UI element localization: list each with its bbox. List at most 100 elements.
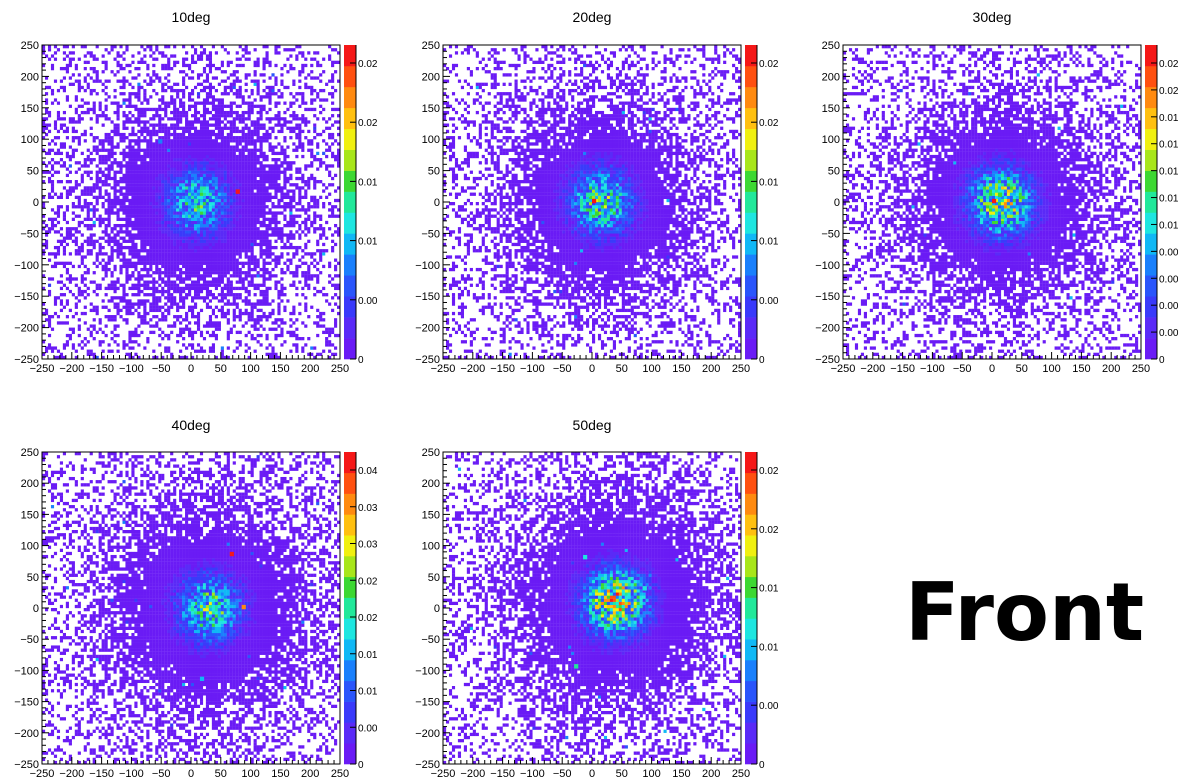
heatmap-cell xyxy=(319,255,323,259)
heatmap-cell xyxy=(211,186,215,190)
heatmap-cell xyxy=(176,92,180,96)
heatmap-cell xyxy=(253,321,257,325)
heatmap-cell xyxy=(259,208,263,212)
heatmap-cell xyxy=(247,132,251,137)
heatmap-cell xyxy=(137,88,141,93)
heatmap-cell xyxy=(92,245,96,250)
heatmap-cell xyxy=(155,45,159,49)
heatmap-cell xyxy=(62,214,66,218)
heatmap-cell xyxy=(140,258,144,262)
heatmap-cell xyxy=(241,205,245,209)
heatmap-cell xyxy=(80,205,84,209)
heatmap-cell xyxy=(283,173,287,178)
heatmap-cell xyxy=(98,107,102,112)
heatmap-cell xyxy=(271,202,275,206)
heatmap-cell xyxy=(286,245,290,250)
heatmap-cell xyxy=(208,264,213,269)
heatmap-cell xyxy=(164,123,168,127)
heatmap-cell xyxy=(262,73,266,77)
heatmap-cell xyxy=(65,63,69,68)
heatmap-cell xyxy=(176,267,180,272)
heatmap-cell xyxy=(199,261,204,265)
heatmap-cell xyxy=(158,170,162,174)
heatmap-cell xyxy=(241,132,245,137)
heatmap-cell xyxy=(277,110,281,115)
heatmap-cell xyxy=(202,164,207,168)
heatmap-cell xyxy=(176,261,180,265)
heatmap-cell xyxy=(244,45,248,49)
heatmap-cell xyxy=(244,271,248,275)
heatmap-cell xyxy=(176,167,180,171)
heatmap-cell xyxy=(179,321,183,325)
heatmap-cell xyxy=(179,164,183,168)
heatmap-cell xyxy=(122,236,126,240)
heatmap-cell xyxy=(193,258,198,262)
heatmap-cell xyxy=(161,202,165,206)
heatmap-cell xyxy=(74,180,78,184)
heatmap-cell xyxy=(235,129,239,134)
heatmap-cell xyxy=(205,267,210,272)
heatmap-cell xyxy=(247,136,251,140)
heatmap-cell xyxy=(316,205,320,209)
heatmap-cell xyxy=(101,202,105,206)
heatmap-cell xyxy=(220,217,224,221)
heatmap-cell xyxy=(44,54,49,58)
heatmap-cell xyxy=(202,230,207,234)
heatmap-cell xyxy=(122,211,126,215)
heatmap-cell xyxy=(253,186,257,190)
heatmap-cell xyxy=(220,120,224,124)
heatmap-cell xyxy=(137,136,141,140)
heatmap-cell xyxy=(176,230,180,234)
heatmap-cell xyxy=(71,327,75,331)
heatmap-cell xyxy=(241,195,245,200)
heatmap-cell xyxy=(196,145,201,149)
heatmap-cell xyxy=(277,318,281,322)
heatmap-cell xyxy=(188,104,192,108)
heatmap-cell xyxy=(62,252,66,256)
heatmap-cell xyxy=(262,230,266,234)
heatmap-cell xyxy=(244,277,248,281)
heatmap-cell xyxy=(217,66,221,71)
heatmap-cell xyxy=(68,333,72,338)
heatmap-cell xyxy=(241,245,245,250)
heatmap-cell xyxy=(125,318,129,322)
heatmap-cell xyxy=(280,117,284,121)
heatmap-cell xyxy=(185,63,189,68)
heatmap-cell xyxy=(170,139,174,143)
heatmap-cell xyxy=(274,189,278,193)
heatmap-cell xyxy=(265,337,269,341)
heatmap-cell xyxy=(131,261,135,265)
heatmap-cell xyxy=(176,132,180,137)
heatmap-cell xyxy=(134,255,138,259)
heatmap-cell xyxy=(134,107,138,112)
heatmap-cell xyxy=(128,176,132,181)
heatmap-cell xyxy=(146,230,150,234)
heatmap-cell xyxy=(191,136,195,140)
heatmap-cell xyxy=(235,161,239,165)
heatmap-cell xyxy=(313,202,317,206)
heatmap-cell xyxy=(140,139,144,143)
heatmap-cell xyxy=(202,245,207,250)
heatmap-cell xyxy=(262,236,266,240)
heatmap-cell xyxy=(152,223,156,228)
heatmap-cell xyxy=(220,151,224,156)
heatmap-cell xyxy=(92,211,96,215)
heatmap-cell xyxy=(167,264,171,269)
heatmap-cell xyxy=(173,252,177,256)
heatmap-cell xyxy=(122,223,126,228)
heatmap-cell xyxy=(304,180,308,184)
heatmap-cell xyxy=(223,145,227,149)
heatmap-cell xyxy=(304,136,308,140)
heatmap-cell xyxy=(140,202,144,206)
heatmap-cell xyxy=(256,205,260,209)
heatmap-cell xyxy=(152,114,156,118)
heatmap-cell xyxy=(146,173,150,178)
heatmap-cell xyxy=(247,107,251,112)
heatmap-cell xyxy=(98,154,102,159)
heatmap-cell xyxy=(107,51,111,55)
heatmap-cell xyxy=(104,293,108,297)
heatmap-cell xyxy=(298,214,302,218)
heatmap-cell xyxy=(89,330,93,335)
heatmap-cell xyxy=(268,217,272,221)
heatmap-cell xyxy=(42,340,46,344)
